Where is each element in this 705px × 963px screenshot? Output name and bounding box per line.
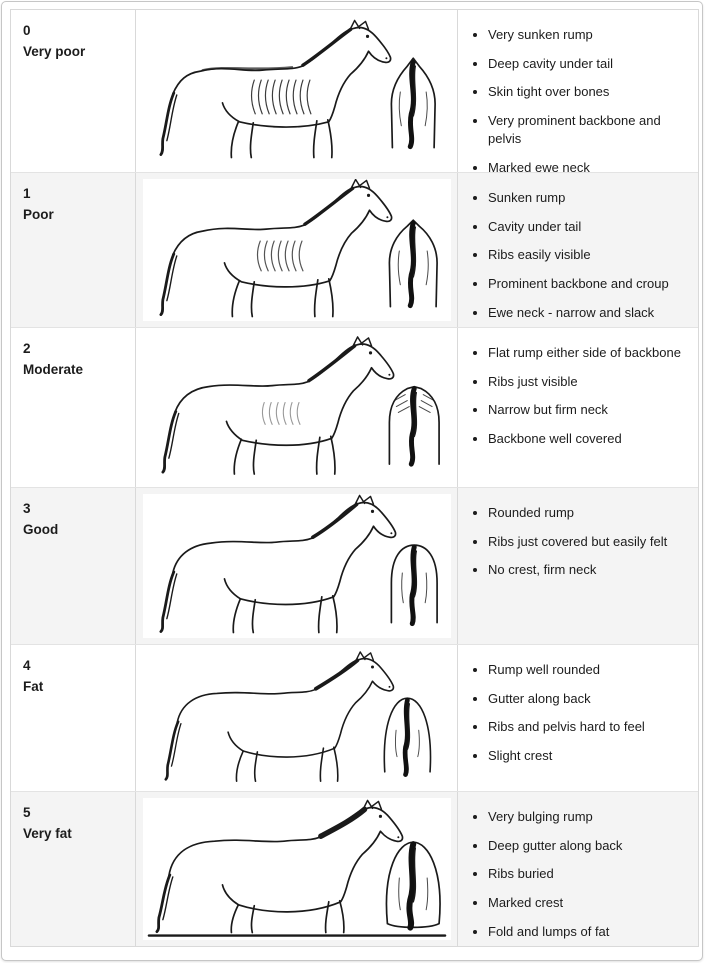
score-label: Fat (23, 678, 44, 694)
horse-rear-view (385, 841, 441, 931)
horse-side-view (158, 494, 396, 634)
illustration-cell (135, 792, 457, 946)
bullet-point: Ribs just covered but easily felt (488, 533, 696, 551)
description-cell: Sunken rump Cavity under tail Ribs easily … (457, 173, 698, 327)
horse-figure-score-5-icon (147, 799, 446, 937)
score-number: 4 (23, 658, 31, 673)
horse-figure-score-4-icon (164, 651, 431, 783)
horse-image-score-0 (142, 16, 451, 166)
score-number: 2 (23, 341, 31, 356)
condition-points-list: Rump well rounded Gutter along back Ribs a… (458, 645, 698, 765)
bullet-point: Prominent backbone and croup (488, 275, 696, 293)
score-number: 3 (23, 501, 31, 516)
description-cell: Rump well rounded Gutter along back Ribs a… (457, 645, 698, 791)
horse-rear-view (388, 219, 438, 309)
body-condition-score-table: 0 Very poor (10, 9, 699, 947)
bullet-point: Very prominent backbone and pelvis (488, 112, 696, 148)
condition-points-list: Very sunken rump Deep cavity under tail Sk… (458, 10, 698, 177)
bullet-point: Very bulging rump (488, 808, 696, 826)
score-cell: 2 Moderate (11, 328, 135, 487)
horse-image-score-5 (142, 798, 451, 940)
bullet-point: Rump well rounded (488, 661, 696, 679)
bullet-point: Skin tight over bones (488, 83, 696, 101)
condition-row-score-5: 5 Very fat (11, 791, 698, 946)
horse-rear-view (390, 544, 438, 627)
bullet-point: Ribs easily visible (488, 246, 696, 264)
description-cell: Rounded rump Ribs just covered but easily… (457, 488, 698, 644)
horse-image-score-2 (142, 334, 451, 481)
rump-hatching (393, 394, 435, 413)
crest-mane (317, 806, 367, 839)
bullet-point: Deep gutter along back (488, 837, 696, 855)
score-label: Very fat (23, 825, 72, 841)
bullet-point: Flat rump either side of backbone (488, 344, 696, 362)
bullet-point: Narrow but firm neck (488, 401, 696, 419)
condition-points-list: Rounded rump Ribs just covered but easily… (458, 488, 698, 580)
horse-rear-view (390, 57, 436, 150)
bullet-point: Cavity under tail (488, 218, 696, 236)
score-label: Very poor (23, 43, 86, 59)
illustration-cell (135, 10, 457, 172)
condition-points-list: Sunken rump Cavity under tail Ribs easily … (458, 173, 698, 322)
bullet-point: Rounded rump (488, 504, 696, 522)
bullet-point: Ribs and pelvis hard to feel (488, 718, 696, 736)
bullet-point: No crest, firm neck (488, 561, 696, 579)
horse-rear-view (383, 697, 431, 777)
bullet-point: Slight crest (488, 747, 696, 765)
condition-row-score-2: 2 Moderate (11, 327, 698, 487)
bullet-point: Marked crest (488, 894, 696, 912)
bullet-point: Deep cavity under tail (488, 55, 696, 73)
rib-lines (250, 79, 312, 115)
score-label: Moderate (23, 361, 84, 377)
illustration-cell (135, 328, 457, 487)
horse-side-view (158, 19, 391, 159)
condition-row-score-4: 4 Fat (11, 644, 698, 791)
score-cell: 4 Fat (11, 645, 135, 791)
horse-image-score-3 (142, 494, 451, 638)
horse-side-view (160, 336, 394, 475)
bullet-point: Ribs just visible (488, 373, 696, 391)
illustration-cell (135, 173, 457, 327)
horse-figure-score-1-icon (158, 179, 438, 318)
horse-image-score-4 (142, 651, 451, 785)
score-label: Poor (23, 206, 54, 222)
score-cell: 0 Very poor (11, 10, 135, 172)
rib-lines (256, 240, 304, 272)
rib-lines (261, 401, 301, 425)
bullet-point: Marked ewe neck (488, 159, 696, 177)
horse-side-view (158, 179, 392, 318)
score-label: Good (23, 521, 59, 537)
description-cell: Very sunken rump Deep cavity under tail Sk… (457, 10, 698, 175)
bullet-point: Gutter along back (488, 690, 696, 708)
horse-figure-score-3-icon (158, 494, 438, 634)
score-cell: 1 Poor (11, 173, 135, 327)
bullet-point: Very sunken rump (488, 26, 696, 44)
condition-points-list: Flat rump either side of backbone Ribs ju… (458, 328, 698, 448)
score-cell: 3 Good (11, 488, 135, 644)
horse-figure-score-2-icon (160, 336, 440, 475)
condition-row-score-3: 3 Good (11, 487, 698, 644)
horse-side-view (155, 799, 403, 934)
bullet-point: Ewe neck - narrow and slack (488, 304, 696, 322)
illustration-cell (135, 645, 457, 791)
description-cell: Very bulging rump Deep gutter along back R… (457, 792, 698, 946)
horse-rear-view (388, 385, 440, 467)
horse-image-score-1 (142, 179, 451, 321)
description-cell: Flat rump either side of backbone Ribs ju… (457, 328, 698, 487)
illustration-cell (135, 488, 457, 644)
score-cell: 5 Very fat (11, 792, 135, 946)
condition-points-list: Very bulging rump Deep gutter along back R… (458, 792, 698, 941)
score-number: 1 (23, 186, 31, 201)
bullet-point: Fold and lumps of fat (488, 923, 696, 941)
condition-row-score-0: 0 Very poor (11, 10, 698, 175)
condition-row-score-1: 1 Poor (11, 172, 698, 327)
bullet-point: Sunken rump (488, 189, 696, 207)
horse-side-view (164, 651, 394, 783)
bullet-point: Ribs buried (488, 865, 696, 883)
horse-figure-score-0-icon (158, 19, 436, 159)
score-number: 5 (23, 805, 31, 820)
score-number: 0 (23, 23, 31, 38)
bullet-point: Backbone well covered (488, 430, 696, 448)
